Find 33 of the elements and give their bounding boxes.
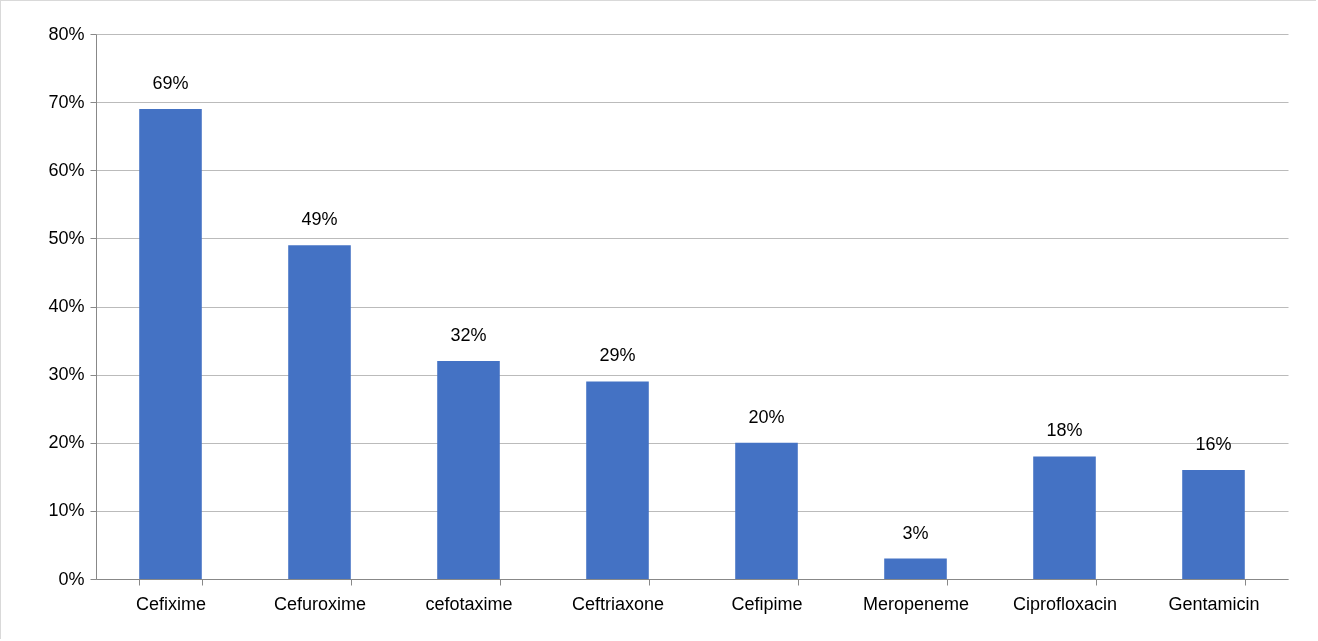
data-label: 3% — [902, 522, 929, 543]
y-tick-label: 40% — [48, 296, 85, 316]
y-tick-label: 0% — [58, 568, 85, 589]
bar — [139, 108, 202, 579]
data-label: 20% — [748, 406, 785, 427]
bar — [735, 442, 798, 579]
y-tick-label: 50% — [48, 227, 85, 248]
y-tick-label: 80% — [48, 23, 85, 44]
y-tick-label: 60% — [48, 159, 85, 180]
x-tick-label: Ciprofloxacin — [1012, 593, 1118, 614]
bar — [586, 381, 649, 579]
x-tick-label: Meropeneme — [862, 593, 970, 614]
y-tick-label: 30% — [48, 364, 85, 385]
bar — [288, 245, 351, 579]
data-label: 29% — [599, 345, 636, 366]
data-label: 16% — [1195, 434, 1232, 454]
x-tick-label: Ceftriaxone — [571, 593, 665, 614]
x-tick-label: Cefixime — [135, 593, 207, 614]
data-label: 18% — [1046, 420, 1083, 441]
x-tick-label: Cefuroxime — [273, 593, 367, 614]
bar — [1033, 456, 1096, 579]
data-label: 49% — [301, 209, 338, 230]
bar — [1182, 470, 1245, 579]
y-tick-label: 20% — [48, 432, 85, 453]
data-label: 69% — [152, 72, 189, 93]
bar — [437, 361, 500, 579]
x-tick-label: Gentamicin — [1168, 593, 1260, 614]
x-tick-label: Cefipime — [731, 593, 803, 614]
bar — [884, 558, 947, 579]
y-tick-label: 70% — [48, 91, 85, 112]
x-tick-label: cefotaxime — [425, 593, 513, 614]
data-label: 32% — [450, 325, 487, 345]
y-tick-label: 10% — [48, 500, 85, 521]
